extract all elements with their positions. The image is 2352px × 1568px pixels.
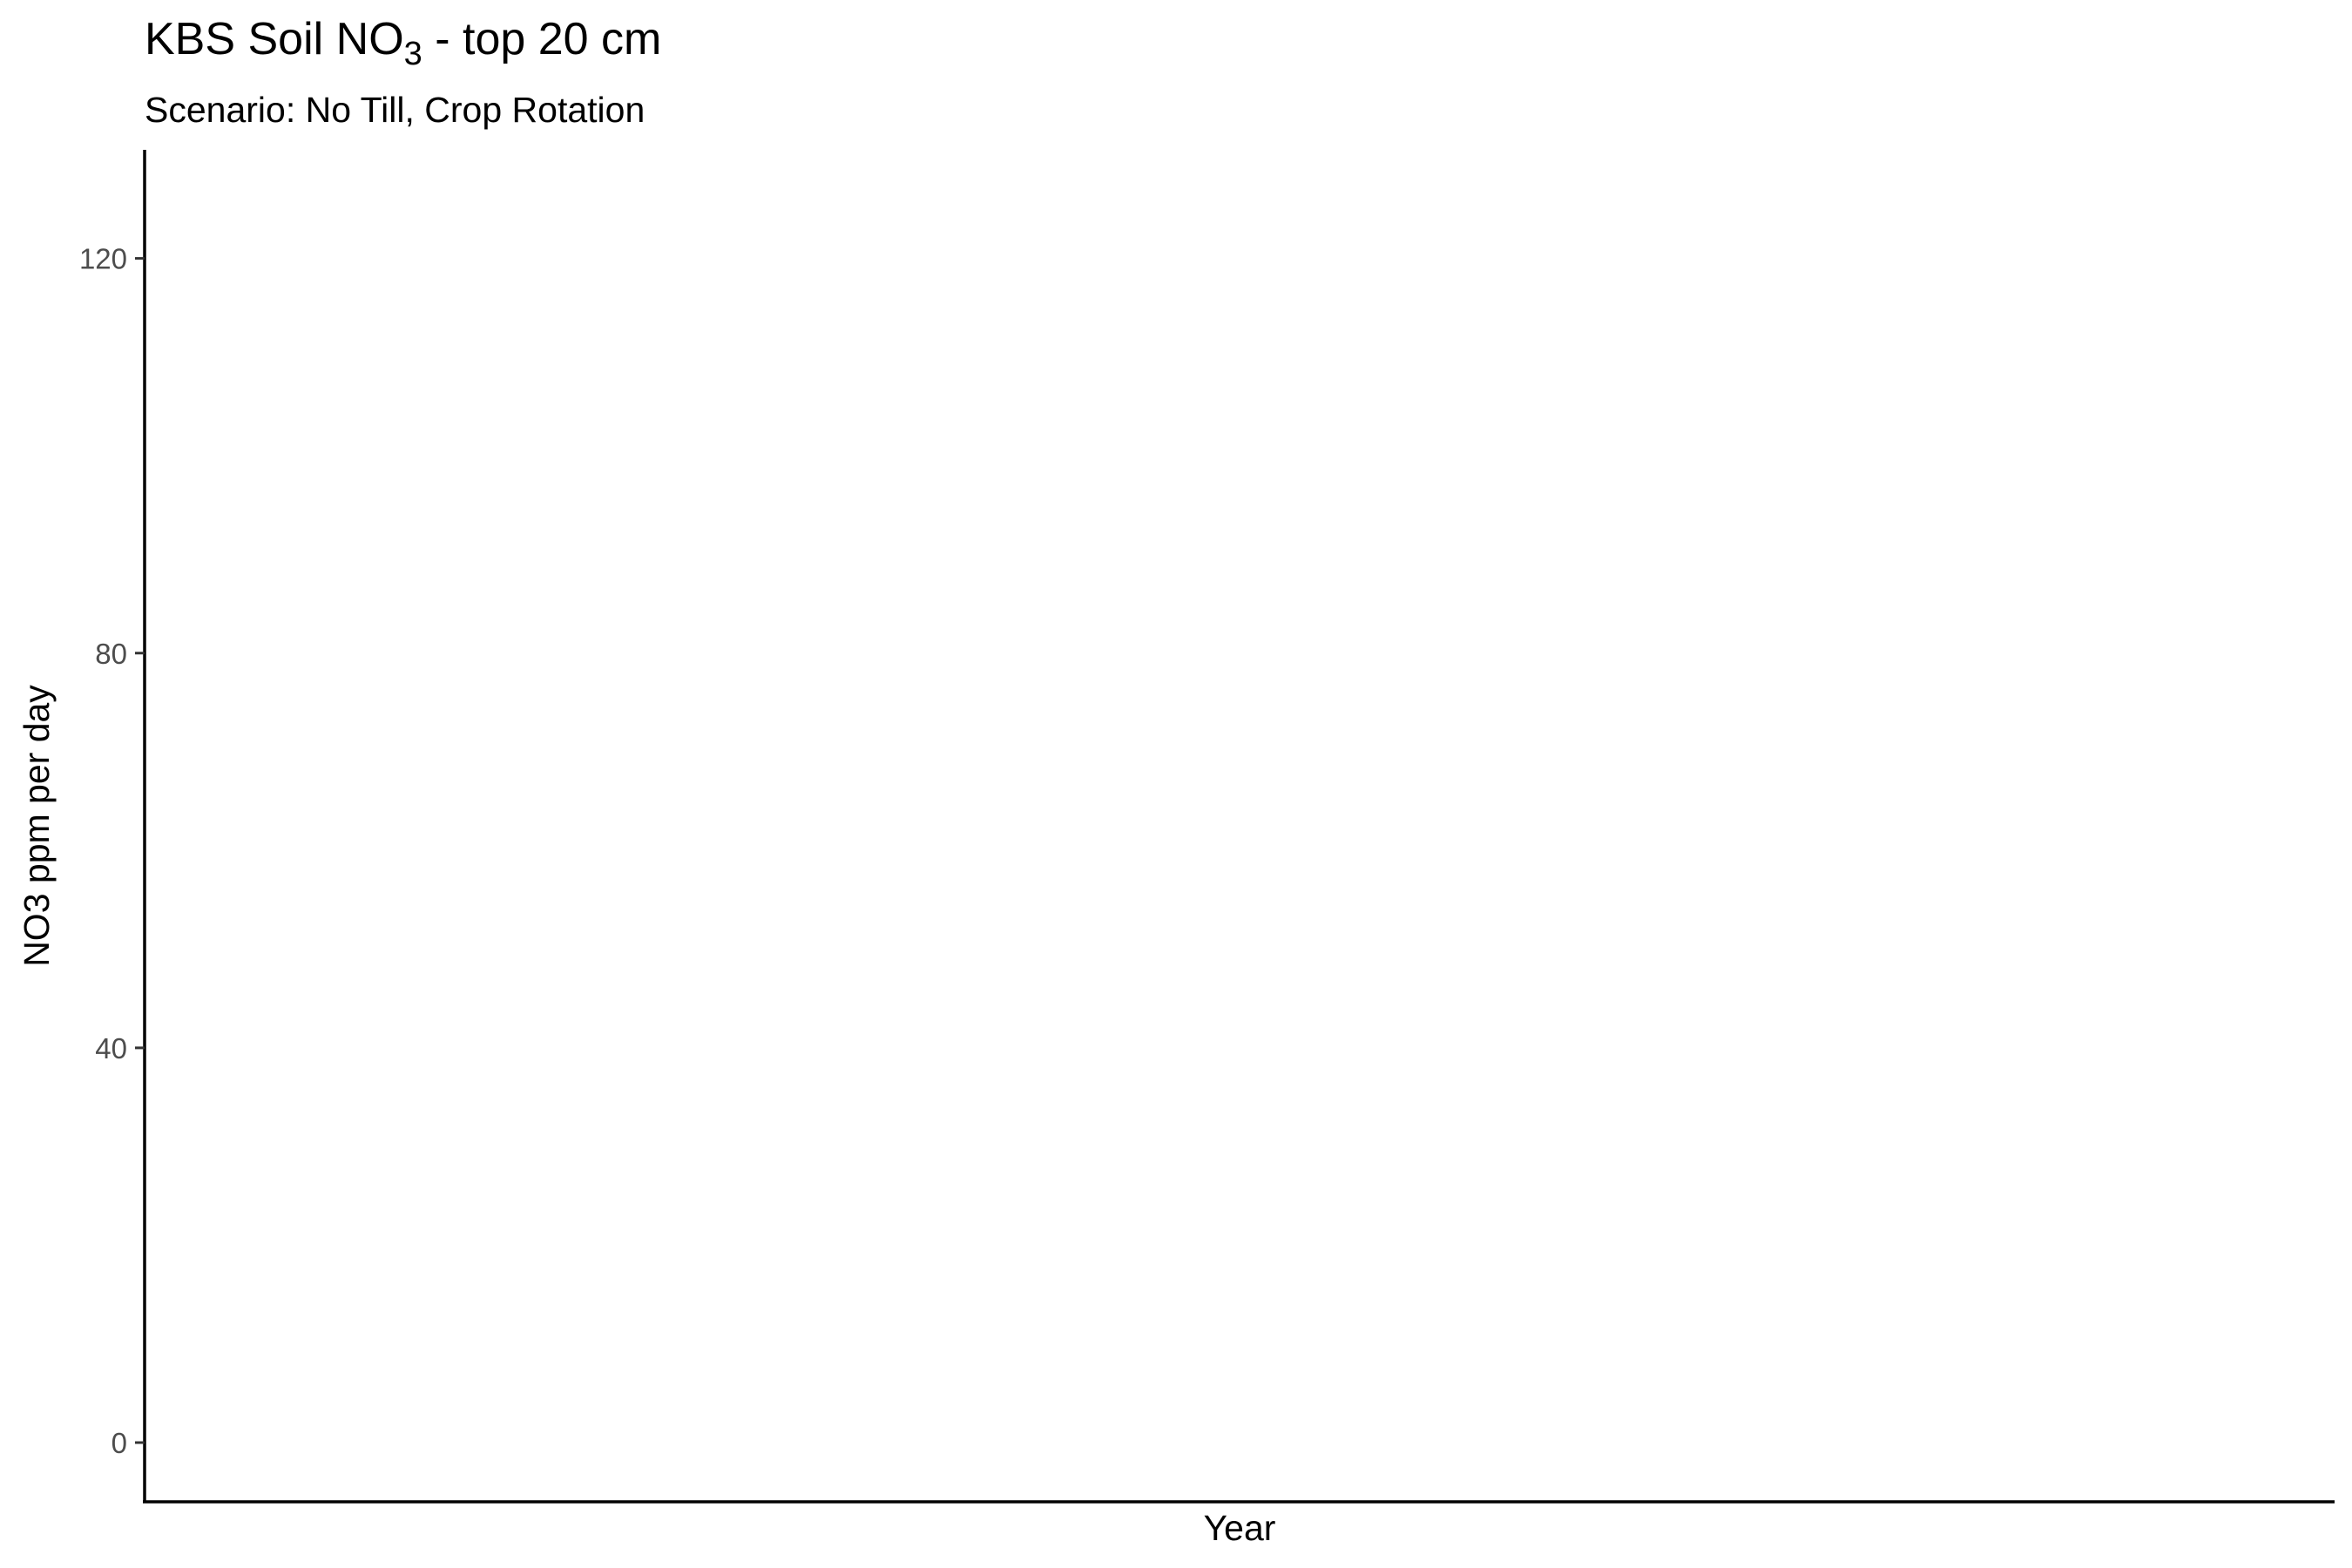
y-tick-label: 120 [79,243,127,275]
chart-title-suffix: - top 20 cm [422,14,662,64]
chart-title: KBS Soil NO3 - top 20 cm [145,14,661,72]
y-tick-label: 0 [112,1427,127,1459]
plot-area: 0 40 80 120 [79,150,2335,1504]
y-ticks: 0 40 80 120 [79,243,145,1459]
chart-subtitle: Scenario: No Till, Crop Rotation [145,90,645,130]
y-tick-label: 80 [95,638,127,670]
y-axis-title: NO3 ppm per day [17,685,57,967]
y-tick-label: 40 [95,1032,127,1064]
x-axis-title: Year [1204,1508,1276,1548]
chart-title-prefix: KBS Soil NO [145,14,404,64]
chart-title-subscript: 3 [404,36,422,72]
